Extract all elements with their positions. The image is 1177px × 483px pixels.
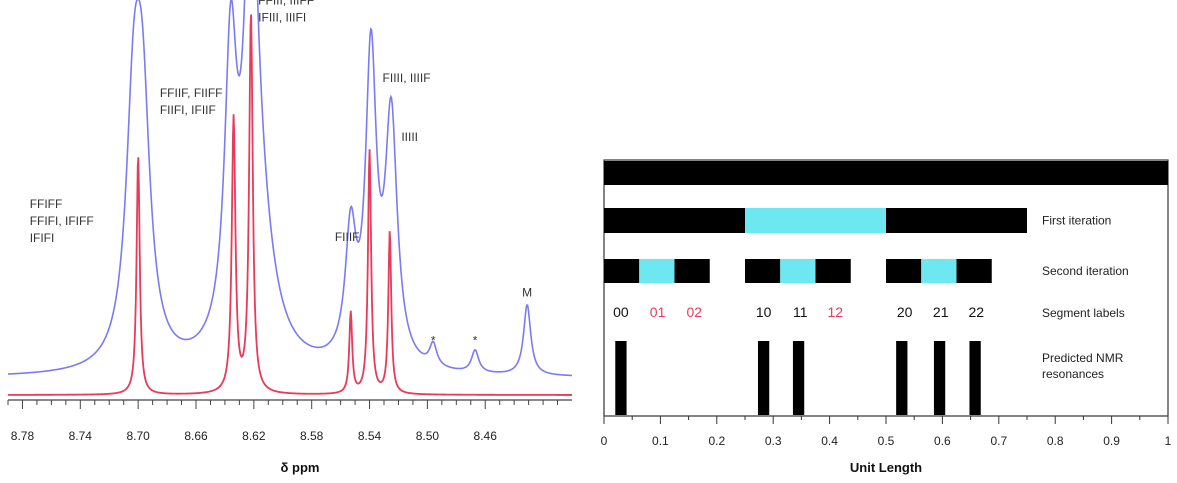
row-1-segment-filled bbox=[604, 208, 745, 233]
nmr-resonance-bar bbox=[792, 341, 805, 415]
row-2-segment-removed bbox=[639, 259, 675, 283]
row-2-segment-removed bbox=[780, 259, 816, 283]
peak-annotations: FFIFF FFIFI, IFIFF IFIFI FFIIF, FIIFF FIIFI,… bbox=[30, 0, 532, 348]
spectrum-curves bbox=[7, 0, 573, 396]
x-tick-label: 8.74 bbox=[69, 429, 93, 443]
x-tick-label: 0.6 bbox=[934, 434, 951, 448]
row-2-segment-filled bbox=[886, 259, 922, 283]
row-1-segment-removed bbox=[745, 208, 886, 233]
row-label: Second iteration bbox=[1042, 264, 1129, 278]
segment-label: 10 bbox=[756, 304, 772, 320]
row-2-segment-filled bbox=[604, 259, 640, 283]
predicted-nmr-bars: Predicted NMR resonances bbox=[615, 341, 1124, 415]
x-tick-label: 0.4 bbox=[821, 434, 838, 448]
row-2-segment-filled bbox=[815, 259, 851, 283]
segment-labels-title: Segment labels bbox=[1042, 306, 1125, 320]
peak-annotation-0-line-1: FFIFI, IFIFF bbox=[30, 214, 94, 228]
row-2-segment-filled bbox=[674, 259, 710, 283]
segment-label: 12 bbox=[827, 304, 843, 320]
x-tick-label: 8.50 bbox=[416, 429, 440, 443]
x-tick-label: 0.8 bbox=[1047, 434, 1064, 448]
x-tick-label: 8.66 bbox=[184, 429, 208, 443]
peak-annotation-8-line-0: M bbox=[522, 286, 532, 300]
nmr-resonance-bar bbox=[933, 341, 946, 415]
x-tick-label: 8.58 bbox=[300, 429, 324, 443]
red-spectrum-line bbox=[8, 14, 572, 396]
x-tick-label: 0.9 bbox=[1103, 434, 1120, 448]
x-axis-label: δ ppm bbox=[281, 460, 320, 475]
peak-annotation-1-line-1: FIIFI, IFIIF bbox=[160, 103, 216, 117]
peak-annotation-3-line-0: FIIIF bbox=[335, 230, 360, 244]
nmr-title-line: resonances bbox=[1042, 367, 1104, 381]
nmr-spectrum-chart: FFIFF FFIFI, IFIFF IFIFI FFIIF, FIIFF FIIFI,… bbox=[7, 0, 573, 475]
peak-annotation-1-line-0: FFIIF, FIIFF bbox=[160, 86, 223, 100]
x-tick-label: 0.3 bbox=[765, 434, 782, 448]
x-tick-label: 0.2 bbox=[708, 434, 725, 448]
peak-annotation-6-line-0: * bbox=[431, 334, 436, 348]
segment-label: 20 bbox=[897, 304, 913, 320]
x-tick-label: 0.5 bbox=[878, 434, 895, 448]
row-2-segment-filled bbox=[956, 259, 992, 283]
x-tick-label: 0.7 bbox=[990, 434, 1007, 448]
x-tick-label: 8.78 bbox=[11, 429, 35, 443]
segment-label: 00 bbox=[613, 304, 629, 320]
nmr-resonance-bar bbox=[757, 341, 770, 415]
nmr-resonance-bar bbox=[896, 341, 908, 415]
iteration-rows: First iteration Second iteration bbox=[604, 161, 1168, 283]
x-tick-label: 0.1 bbox=[652, 434, 669, 448]
row-label: First iteration bbox=[1042, 214, 1111, 228]
nmr-resonance-bar bbox=[615, 341, 627, 415]
segment-labels: 00 01 02 10 11 12 20 21 22 Segment labels bbox=[613, 304, 1125, 320]
x-tick-label: 8.54 bbox=[358, 429, 382, 443]
row-0-segment-filled bbox=[604, 161, 1168, 185]
peak-annotation-5-line-0: IIIII bbox=[401, 130, 418, 144]
peak-annotation-0-line-2: IFIFI bbox=[30, 231, 55, 245]
x-tick-label: 0 bbox=[601, 434, 608, 448]
x-axis-ticks: 0 0.1 0.2 0.3 0.4 0.5 0.6 0.7 0.8 0.9 1 bbox=[601, 416, 1172, 448]
x-tick-label: 1 bbox=[1165, 434, 1172, 448]
row-2-segment-filled bbox=[745, 259, 781, 283]
peak-annotation-2-line-0: FFIII, IIIFF bbox=[258, 0, 314, 7]
nmr-title-line: Predicted NMR bbox=[1042, 351, 1124, 365]
x-axis-ticks: 8.78 8.74 8.70 8.66 8.62 8.58 8.54 8.50 8.46 bbox=[7, 400, 559, 443]
row-2-segment-removed bbox=[921, 259, 957, 283]
segment-label: 11 bbox=[793, 304, 808, 320]
x-tick-label: 8.70 bbox=[126, 429, 150, 443]
peak-annotation-2-line-1: IFIII, IIIFI bbox=[258, 10, 306, 24]
x-axis-label: Unit Length bbox=[850, 460, 922, 475]
segment-label: 02 bbox=[686, 304, 702, 320]
segment-label: 22 bbox=[968, 304, 984, 320]
x-tick-label: 8.46 bbox=[474, 429, 498, 443]
peak-annotation-7-line-0: * bbox=[473, 334, 478, 348]
x-tick-label: 8.62 bbox=[242, 429, 266, 443]
nmr-resonance-bar bbox=[969, 341, 981, 415]
blue-spectrum-line bbox=[7, 0, 573, 377]
peak-annotation-4-line-0: FIIII, IIIIF bbox=[383, 71, 431, 85]
row-1-segment-filled bbox=[886, 208, 1027, 233]
segment-label: 21 bbox=[933, 304, 949, 320]
peak-annotation-0-line-0: FFIFF bbox=[30, 197, 63, 211]
segment-label: 01 bbox=[650, 304, 666, 320]
